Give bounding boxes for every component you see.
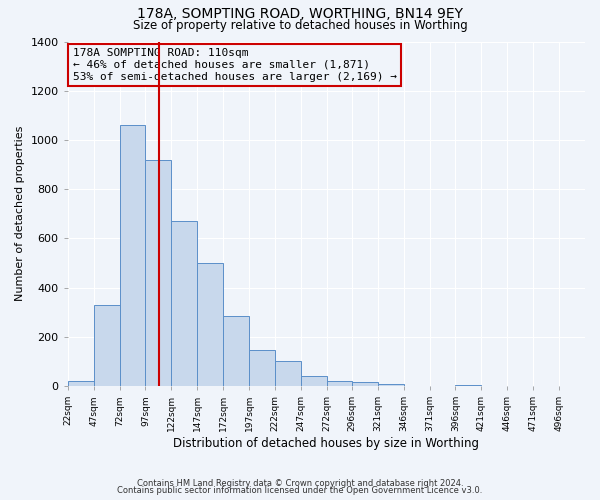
- Bar: [455, 385, 481, 386]
- Y-axis label: Number of detached properties: Number of detached properties: [15, 126, 25, 302]
- Bar: [145, 160, 172, 386]
- Text: Size of property relative to detached houses in Worthing: Size of property relative to detached ho…: [133, 18, 467, 32]
- Bar: [301, 376, 327, 386]
- Bar: [327, 381, 352, 386]
- Bar: [172, 221, 197, 386]
- Bar: [223, 316, 249, 386]
- Bar: [197, 263, 223, 386]
- Text: 178A SOMPTING ROAD: 110sqm
← 46% of detached houses are smaller (1,871)
53% of s: 178A SOMPTING ROAD: 110sqm ← 46% of deta…: [73, 48, 397, 82]
- Bar: [377, 384, 404, 386]
- Bar: [249, 350, 275, 386]
- Bar: [119, 125, 145, 386]
- Text: Contains HM Land Registry data © Crown copyright and database right 2024.: Contains HM Land Registry data © Crown c…: [137, 478, 463, 488]
- Bar: [275, 361, 301, 386]
- Text: Contains public sector information licensed under the Open Government Licence v3: Contains public sector information licen…: [118, 486, 482, 495]
- Bar: [94, 305, 119, 386]
- Bar: [68, 381, 94, 386]
- X-axis label: Distribution of detached houses by size in Worthing: Distribution of detached houses by size …: [173, 437, 479, 450]
- Text: 178A, SOMPTING ROAD, WORTHING, BN14 9EY: 178A, SOMPTING ROAD, WORTHING, BN14 9EY: [137, 8, 463, 22]
- Bar: [352, 382, 377, 386]
